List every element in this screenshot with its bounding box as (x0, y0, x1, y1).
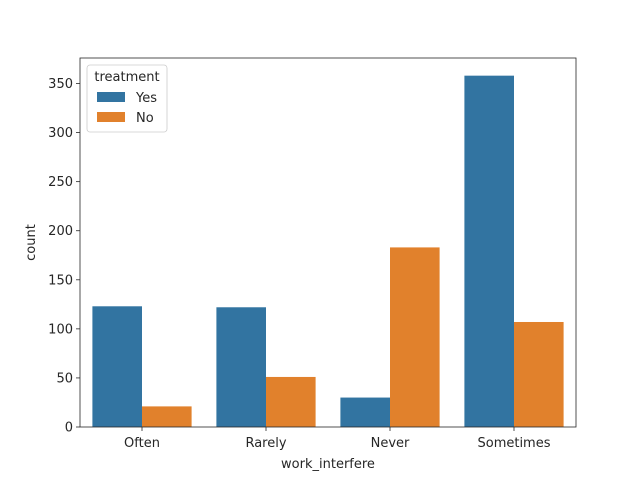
bar-no-never (390, 247, 440, 427)
y-tick-label: 350 (48, 77, 73, 92)
plot-frame (79, 57, 577, 428)
bar-no-often (142, 406, 192, 427)
legend-swatch-no (97, 112, 125, 122)
y-axis: 0 50 100 150 200 250 300 350 (48, 77, 80, 436)
legend-swatch-yes (97, 92, 125, 102)
bar-no-rarely (266, 376, 316, 427)
x-tick-label: Sometimes (477, 436, 550, 451)
bar-yes-never (340, 397, 390, 427)
y-tick-label: 50 (56, 371, 73, 386)
bar-yes-rarely (216, 307, 266, 427)
x-axis-label: work_interfere (281, 457, 375, 472)
y-tick-label: 250 (48, 175, 73, 190)
y-tick-label: 0 (65, 421, 73, 436)
legend-label-yes: Yes (135, 91, 157, 106)
legend-title: treatment (94, 70, 159, 85)
y-tick-label: 100 (48, 322, 73, 337)
y-tick-label: 150 (48, 273, 73, 288)
x-tick-label: Never (371, 436, 410, 451)
x-tick-label: Often (124, 436, 160, 451)
x-axis: Often Rarely Never Sometimes (124, 427, 551, 451)
y-axis-label: count (24, 224, 39, 261)
bars-group (92, 75, 564, 428)
y-tick-label: 300 (48, 126, 73, 141)
legend-label-no: No (136, 111, 154, 126)
y-tick-label: 200 (48, 224, 73, 239)
legend: treatment Yes No (86, 64, 168, 133)
bar-yes-sometimes (464, 75, 514, 428)
bar-no-sometimes (514, 321, 564, 427)
x-tick-label: Rarely (245, 436, 286, 451)
bar-yes-often (92, 306, 142, 427)
